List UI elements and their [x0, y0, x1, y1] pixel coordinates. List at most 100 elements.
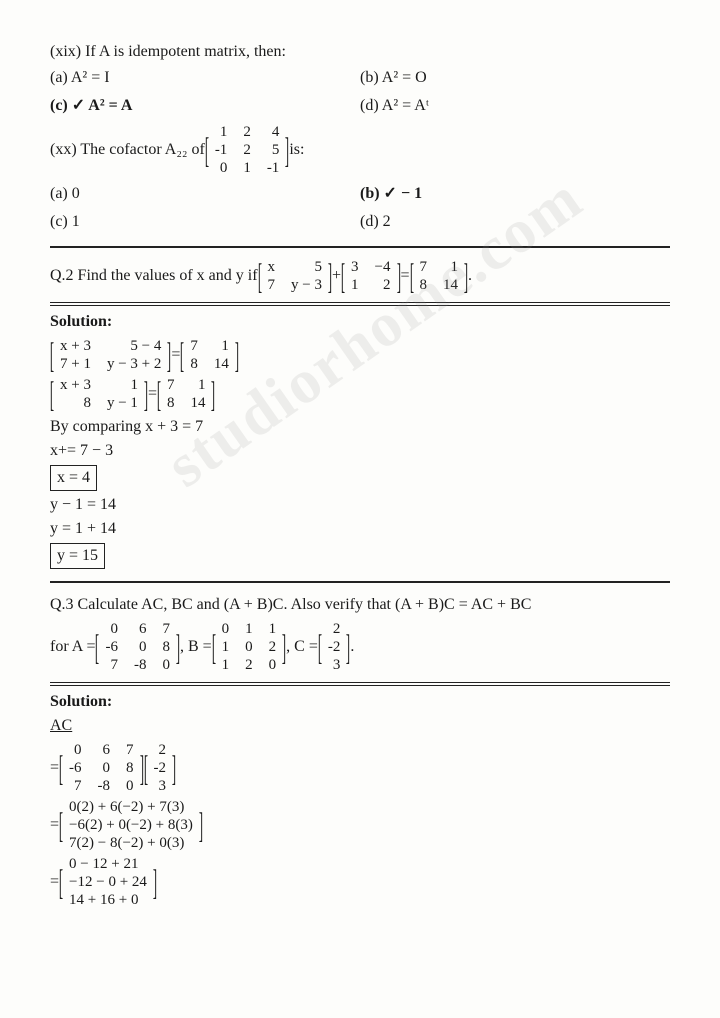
- cell: 0: [214, 620, 238, 638]
- cell: 2: [320, 620, 349, 638]
- cell: 5 − 4: [99, 337, 169, 355]
- cell: −4: [367, 258, 399, 276]
- sol2-heading: Solution:: [50, 310, 670, 334]
- sol2-s2: [x + 318y − 1] = [71814]: [50, 376, 670, 412]
- cell: 1: [214, 656, 238, 674]
- sol3-ac: AC: [50, 714, 670, 738]
- cell: -1: [259, 159, 288, 177]
- cell: 8: [412, 276, 436, 294]
- cell: 7: [260, 276, 284, 294]
- q2-mA: [x57y − 3]: [260, 258, 330, 294]
- cell: 8: [154, 638, 178, 656]
- cell: 3: [146, 777, 175, 795]
- cell: 6: [126, 620, 155, 638]
- divider: [50, 682, 670, 686]
- q19-opt-d: (d) A² = Aᵗ: [360, 94, 670, 118]
- cell: 1: [207, 123, 236, 141]
- q20-opt-a: (a) 0: [50, 182, 360, 206]
- cell: 0: [118, 777, 142, 795]
- sol2-l5: y − 1 = 14: [50, 493, 670, 517]
- cell: 2: [146, 741, 175, 759]
- cell: 2: [235, 123, 259, 141]
- cell: x: [260, 258, 284, 276]
- divider: [50, 581, 670, 583]
- q20-line: (xx) The cofactor A₂₂ of [ 124-12501-1 ]…: [50, 123, 670, 177]
- cell: 0: [90, 759, 119, 777]
- cell: 5: [259, 141, 288, 159]
- cell: 7(2) − 8(−2) + 0(3): [61, 834, 201, 852]
- q2-line: Q.2 Find the values of x and y if [x57y …: [50, 258, 670, 294]
- sol2-l3: By comparing x + 3 = 7: [50, 415, 670, 439]
- cell: 0: [126, 638, 155, 656]
- eq: =: [401, 264, 410, 288]
- cell: 1: [343, 276, 367, 294]
- q19-opt-a: (a) A² = I: [50, 66, 360, 90]
- cell: y − 3 + 2: [99, 355, 169, 373]
- eq: =: [50, 813, 59, 837]
- cell: -2: [320, 638, 349, 656]
- cell: 7 + 1: [52, 355, 99, 373]
- cell: 0 − 12 + 21: [61, 855, 155, 873]
- sol3-heading: Solution:: [50, 690, 670, 714]
- q19-prompt: (xix) If A is idempotent matrix, then:: [50, 40, 670, 64]
- cell: -8: [90, 777, 119, 795]
- cell: 7: [159, 376, 183, 394]
- cell: 14: [206, 355, 237, 373]
- cell: 1: [435, 258, 466, 276]
- cell: 5: [283, 258, 330, 276]
- q20-suffix: is:: [289, 138, 304, 162]
- cell: 3: [320, 656, 349, 674]
- cell: 1: [237, 620, 261, 638]
- q3-cB: , B =: [180, 635, 212, 659]
- cell: 1: [182, 376, 213, 394]
- sol2-box2: y = 15: [50, 543, 105, 569]
- cell: y − 3: [283, 276, 330, 294]
- divider: [50, 302, 670, 306]
- cell: 7: [182, 337, 206, 355]
- cell: 7: [412, 258, 436, 276]
- cell: 6: [90, 741, 119, 759]
- q3-line2: for A = [067-6087-80] , B = [011102120] …: [50, 620, 670, 674]
- sol3-step1: = [067-6087-80] [2-23]: [50, 741, 670, 795]
- cell: 2: [237, 656, 261, 674]
- cell: 0: [207, 159, 236, 177]
- cell: -6: [61, 759, 90, 777]
- q19-opt-b: (b) A² = O: [360, 66, 670, 90]
- cell: 8: [118, 759, 142, 777]
- q3-for: for A =: [50, 635, 95, 659]
- cell: 0: [154, 656, 178, 674]
- cell: -1: [207, 141, 236, 159]
- cell: 1: [235, 159, 259, 177]
- sol2-box1: x = 4: [50, 465, 97, 491]
- cell: −12 − 0 + 24: [61, 873, 155, 891]
- cell: y − 1: [99, 394, 146, 412]
- cell: 8: [182, 355, 206, 373]
- cell: 1: [214, 638, 238, 656]
- cell: -2: [146, 759, 175, 777]
- cell: 0: [261, 656, 285, 674]
- q20-prefix: (xx) The cofactor A₂₂ of: [50, 138, 205, 162]
- cell: -6: [97, 638, 126, 656]
- plus: +: [332, 264, 341, 288]
- cell: 0: [61, 741, 90, 759]
- cell: 0(2) + 6(−2) + 7(3): [61, 798, 201, 816]
- cell: 2: [261, 638, 285, 656]
- cell: 7: [154, 620, 178, 638]
- cell: 1: [206, 337, 237, 355]
- cell: 4: [259, 123, 288, 141]
- q2-mC: [71814]: [412, 258, 467, 294]
- sol2-l6: y = 1 + 14: [50, 517, 670, 541]
- eq: =: [148, 382, 157, 406]
- q20-matrix: [ 124-12501-1 ]: [207, 123, 288, 177]
- cell: 14: [435, 276, 466, 294]
- q3-cC: , C =: [286, 635, 318, 659]
- sol3-step3: = [0 − 12 + 21−12 − 0 + 2414 + 16 + 0]: [50, 855, 670, 909]
- eq: =: [50, 870, 59, 894]
- cell: 7: [118, 741, 142, 759]
- cell: 14: [182, 394, 213, 412]
- cell: 1: [261, 620, 285, 638]
- q20-opt-c: (c) 1: [50, 210, 360, 234]
- cell: 3: [343, 258, 367, 276]
- sol2-l4: x+= 7 − 3: [50, 439, 670, 463]
- cell: 8: [52, 394, 99, 412]
